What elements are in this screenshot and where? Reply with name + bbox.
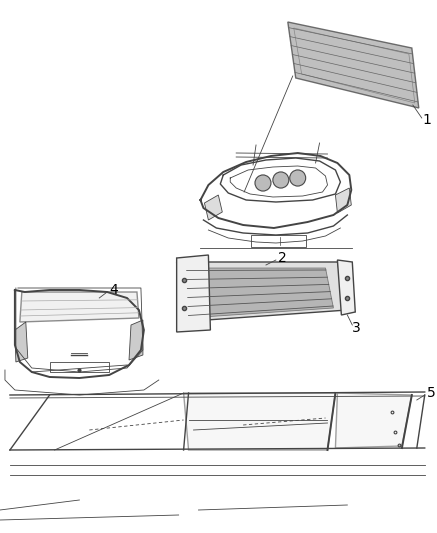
- Bar: [251, 235, 305, 247]
- Text: 2: 2: [278, 251, 287, 265]
- Text: 1: 1: [423, 113, 432, 127]
- Circle shape: [290, 170, 305, 186]
- Polygon shape: [337, 260, 355, 315]
- Text: 5: 5: [427, 386, 436, 400]
- Bar: [50, 362, 109, 372]
- Circle shape: [273, 172, 289, 188]
- Polygon shape: [205, 195, 222, 220]
- Polygon shape: [129, 320, 143, 360]
- Text: 4: 4: [109, 283, 118, 297]
- Circle shape: [255, 175, 271, 191]
- Polygon shape: [15, 322, 28, 362]
- Text: 3: 3: [352, 321, 361, 335]
- Polygon shape: [177, 262, 347, 322]
- Polygon shape: [20, 292, 139, 322]
- Polygon shape: [184, 393, 336, 450]
- Polygon shape: [336, 188, 351, 213]
- Polygon shape: [288, 22, 419, 108]
- Polygon shape: [187, 268, 333, 318]
- Polygon shape: [177, 255, 210, 332]
- Polygon shape: [336, 393, 412, 448]
